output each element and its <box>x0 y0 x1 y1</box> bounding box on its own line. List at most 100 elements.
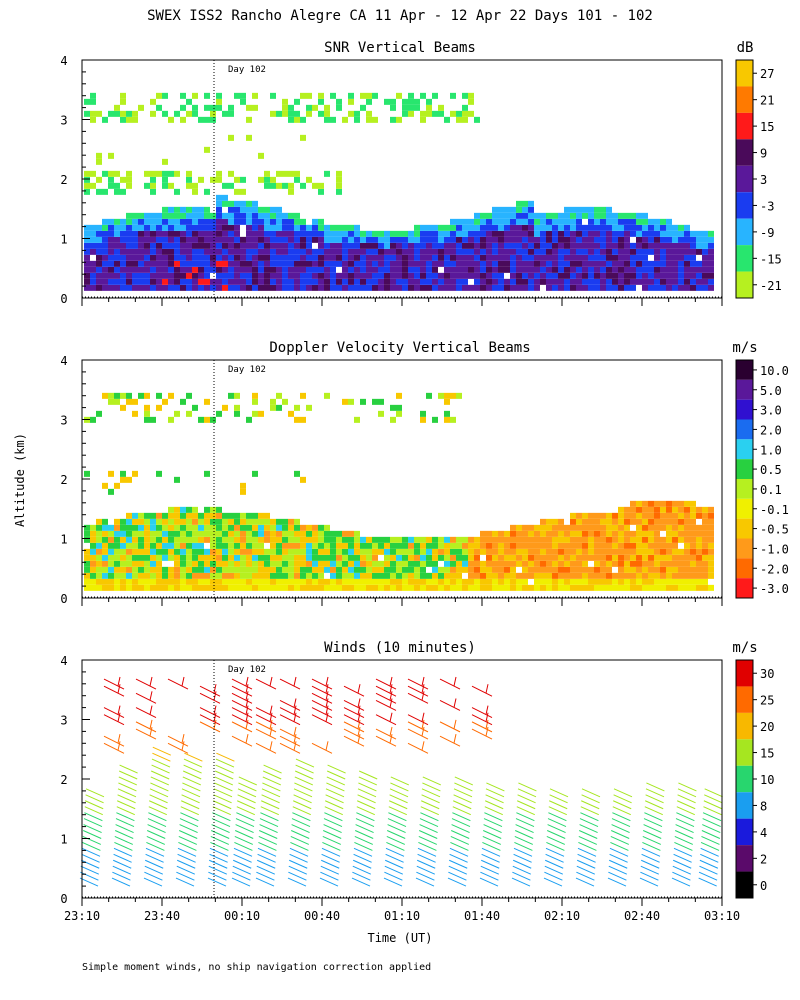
snr-cell <box>324 254 330 261</box>
doppler-cell <box>684 536 690 543</box>
snr-cell <box>498 254 504 261</box>
wind-barb <box>485 788 505 798</box>
wind-barb-flag <box>485 684 489 694</box>
snr-cell <box>186 236 192 243</box>
wind-barb <box>257 847 277 857</box>
colorbar-label: 0.5 <box>760 463 782 477</box>
snr-cell <box>360 272 366 279</box>
doppler-cell <box>240 530 246 537</box>
snr-cell <box>252 104 258 111</box>
doppler-cell <box>546 578 552 585</box>
snr-cell <box>132 236 138 243</box>
wind-barb <box>516 806 536 816</box>
wind-barb <box>643 824 662 834</box>
snr-cell <box>264 242 270 249</box>
snr-cell <box>252 236 258 243</box>
doppler-cell <box>246 584 252 591</box>
doppler-cell <box>468 542 474 549</box>
snr-cell <box>402 242 408 249</box>
snr-cell <box>318 110 324 117</box>
doppler-cell <box>108 578 114 585</box>
doppler-cell <box>300 548 306 555</box>
snr-cell <box>438 278 444 285</box>
footnote: Simple moment winds, no ship navigation … <box>82 962 431 973</box>
doppler-cell <box>534 578 540 585</box>
snr-cell <box>552 278 558 285</box>
doppler-cell <box>204 536 210 543</box>
snr-cell <box>324 284 330 291</box>
snr-cell <box>276 218 282 225</box>
doppler-cell <box>360 554 366 561</box>
doppler-cell <box>486 566 492 573</box>
wind-barb <box>544 871 563 881</box>
doppler-cell <box>456 584 462 591</box>
wind-barb <box>146 835 166 845</box>
wind-barb <box>439 721 461 733</box>
snr-cell <box>576 224 582 231</box>
doppler-cell <box>654 554 660 561</box>
doppler-cell <box>672 566 678 573</box>
doppler-cell <box>216 572 222 579</box>
doppler-cell <box>114 584 120 591</box>
doppler-cell <box>198 536 204 543</box>
doppler-cell <box>672 506 678 513</box>
snr-cell <box>204 266 210 273</box>
doppler-cell <box>630 518 636 525</box>
snr-cell <box>204 116 210 123</box>
snr-cell <box>498 230 504 237</box>
wind-barb-flag <box>117 676 121 687</box>
snr-cell <box>222 182 228 189</box>
doppler-cell <box>576 572 582 579</box>
snr-cell <box>228 104 234 111</box>
snr-cell <box>378 236 384 243</box>
snr-cell <box>570 206 576 213</box>
doppler-cell <box>150 572 156 579</box>
doppler-cell <box>216 554 222 561</box>
doppler-cell <box>678 584 684 591</box>
snr-cell <box>204 188 210 195</box>
snr-cell <box>642 260 648 267</box>
snr-cell <box>120 284 126 291</box>
wind-barb <box>103 742 125 754</box>
doppler-cell <box>294 560 300 567</box>
doppler-cell <box>606 542 612 549</box>
snr-cell <box>672 230 678 237</box>
doppler-cell <box>702 566 708 573</box>
snr-cell <box>258 212 264 219</box>
wind-barb <box>420 812 439 822</box>
snr-cell <box>390 248 396 255</box>
doppler-cell <box>552 524 558 531</box>
doppler-cell <box>498 566 504 573</box>
snr-cell <box>126 212 132 219</box>
doppler-cell <box>396 554 402 561</box>
snr-cell <box>516 224 522 231</box>
snr-cell <box>186 278 192 285</box>
snr-cell <box>306 260 312 267</box>
snr-cell <box>186 224 192 231</box>
doppler-cell <box>312 584 318 591</box>
wind-barb <box>578 835 598 845</box>
doppler-cell <box>558 542 564 549</box>
snr-cell <box>312 254 318 261</box>
doppler-cell <box>600 518 606 525</box>
doppler-cell <box>624 536 630 543</box>
snr-cell <box>216 230 222 237</box>
snr-cell <box>228 200 234 207</box>
doppler-cell <box>636 512 642 519</box>
snr-cell <box>228 182 234 189</box>
doppler-cell <box>516 548 522 555</box>
snr-cell <box>264 176 270 183</box>
doppler-cell <box>318 572 324 579</box>
snr-cell <box>102 170 108 177</box>
wind-barb <box>516 812 535 822</box>
wind-barb <box>233 847 253 857</box>
wind-barb-flag <box>117 712 121 722</box>
doppler-cell <box>174 506 180 513</box>
doppler-cell <box>402 548 408 555</box>
doppler-cell <box>654 584 660 591</box>
doppler-cell <box>174 584 180 591</box>
snr-cell <box>246 134 252 141</box>
snr-cell <box>348 254 354 261</box>
doppler-cell <box>684 584 690 591</box>
snr-cell <box>324 116 330 123</box>
